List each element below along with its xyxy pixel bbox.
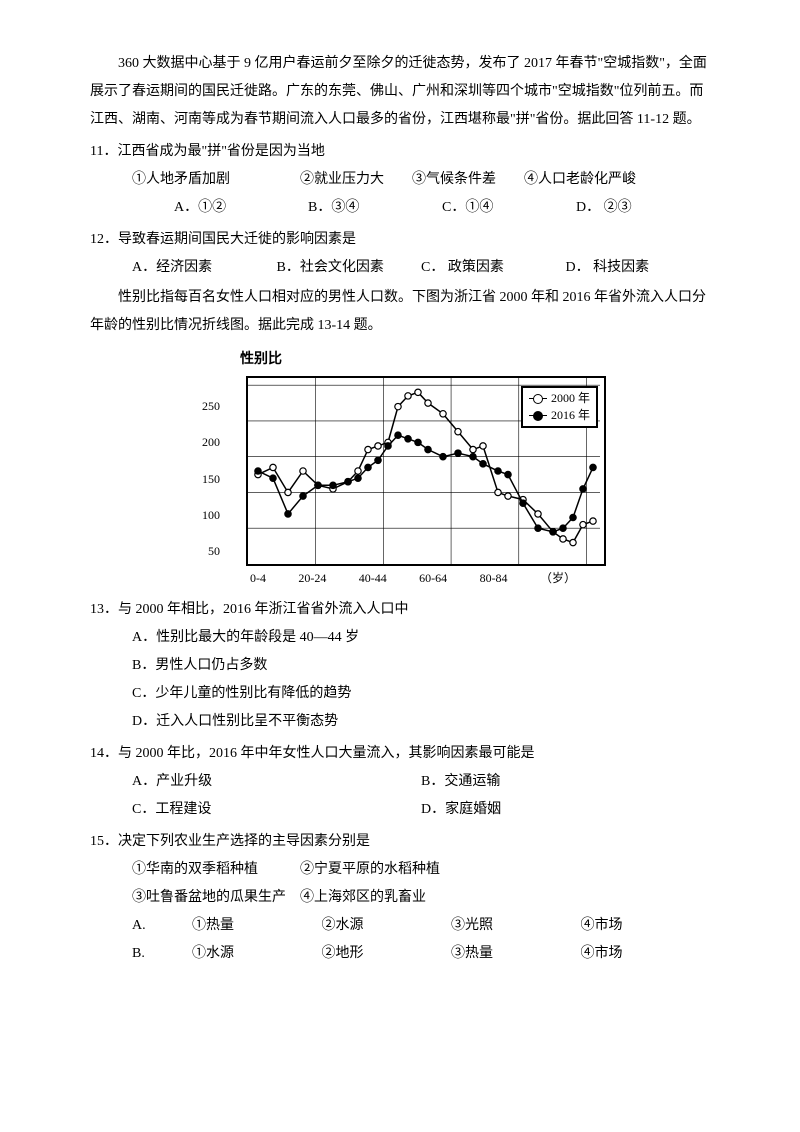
q15-sub2: ③吐鲁番盆地的瓜果生产 ④上海郊区的乳畜业 (132, 884, 710, 912)
q13-opt-a[interactable]: A．性别比最大的年龄段是 40—44 岁 (132, 624, 710, 652)
sex-ratio-chart: 性别比 250 200 150 100 50 2000 年 2016 年 0-4… (220, 346, 580, 590)
q13-opt-d[interactable]: D．迁入人口性别比呈不平衡态势 (132, 708, 710, 736)
q11-opt-c[interactable]: C．①④ (442, 194, 576, 222)
q11-stem: 11．江西省成为最"拼"省份是因为当地 (90, 138, 710, 166)
q13-opt-b[interactable]: B．男性人口仍占多数 (132, 652, 710, 680)
q15-stem: 15．决定下列农业生产选择的主导因素分别是 (90, 828, 710, 856)
q12-opt-b[interactable]: B．社会文化因素 (277, 254, 422, 282)
q11-opt-b[interactable]: B．③④ (308, 194, 442, 222)
q14-stem: 14．与 2000 年比，2016 年中年女性人口大量流入，其影响因素最可能是 (90, 740, 710, 768)
chart-xticks: 0-4 20-24 40-44 60-64 80-84 （岁） (246, 566, 580, 590)
q12-stem: 12．导致春运期间国民大迁徙的影响因素是 (90, 226, 710, 254)
q11-sub-options: ①人地矛盾加剧 ②就业压力大 ③气候条件差 ④人口老龄化严峻 (132, 166, 710, 194)
q14-opt-d[interactable]: D．家庭婚姻 (421, 796, 710, 824)
q11-opt-a[interactable]: A．①② (174, 194, 308, 222)
q15-sub1: ①华南的双季稻种植 ②宁夏平原的水稻种植 (132, 856, 710, 884)
q13-opt-c[interactable]: C．少年儿童的性别比有降低的趋势 (132, 680, 710, 708)
q11-opt-d[interactable]: D． ②③ (576, 194, 710, 222)
chart-legend: 2000 年 2016 年 (521, 386, 598, 428)
q15-row-a[interactable]: A.①热量②水源③光照④市场 (132, 912, 710, 940)
chart-title: 性别比 (240, 346, 580, 374)
intro-paragraph-1: 360 大数据中心基于 9 亿用户春运前夕至除夕的迁徙态势，发布了 2017 年… (90, 50, 710, 134)
q15-row-b[interactable]: B.①水源②地形③热量④市场 (132, 940, 710, 968)
q12-opt-a[interactable]: A．经济因素 (132, 254, 277, 282)
q12-opt-d[interactable]: D． 科技因素 (566, 254, 711, 282)
q13-stem: 13．与 2000 年相比，2016 年浙江省省外流入人口中 (90, 596, 710, 624)
q14-opt-c[interactable]: C．工程建设 (132, 796, 421, 824)
q14-opt-a[interactable]: A．产业升级 (132, 768, 421, 796)
q14-opt-b[interactable]: B．交通运输 (421, 768, 710, 796)
intro-paragraph-2: 性别比指每百名女性人口相对应的男性人口数。下图为浙江省 2000 年和 2016… (90, 284, 710, 340)
q12-opt-c[interactable]: C． 政策因素 (421, 254, 566, 282)
